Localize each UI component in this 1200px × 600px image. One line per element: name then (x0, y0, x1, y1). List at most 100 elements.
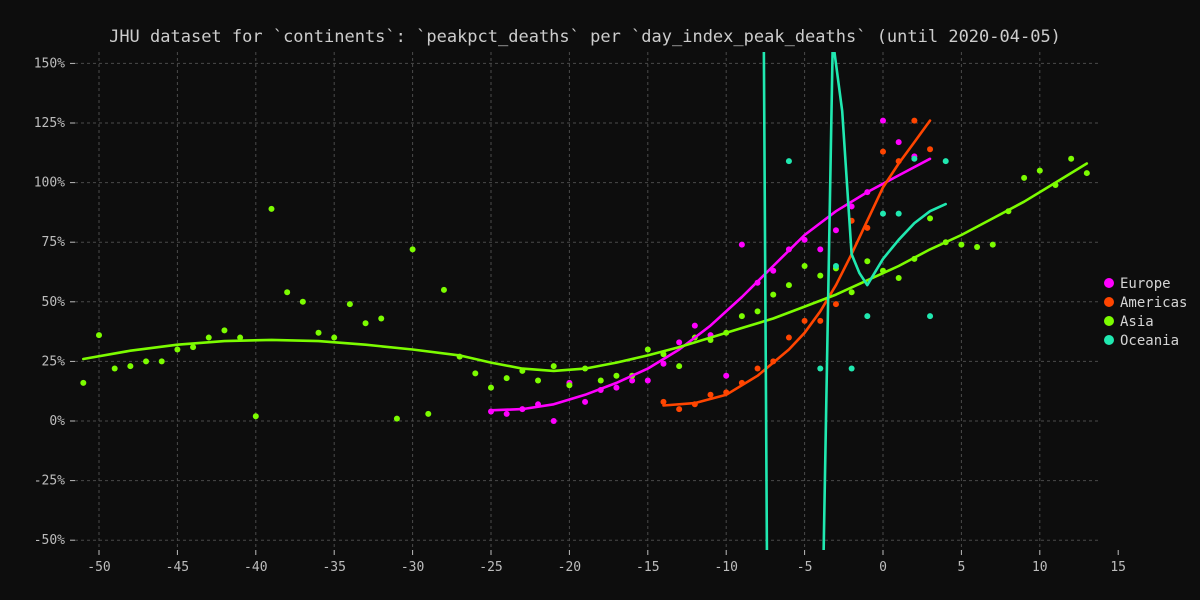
point-americas (785, 334, 792, 341)
point-asia (252, 413, 259, 420)
point-europe (832, 227, 839, 234)
point-europe (848, 203, 855, 210)
point-asia (409, 246, 416, 253)
x-tick-label: 0 (879, 560, 887, 575)
x-tick-label: -45 (166, 560, 189, 575)
point-asia (613, 372, 620, 379)
point-asia (111, 365, 118, 372)
point-asia (143, 358, 150, 365)
point-europe (770, 267, 777, 274)
axes: -50 -45 -40 -35 -30 -25 -20 -15 -10 -5 0 5 10 15150%1… (34, 56, 1126, 575)
grid (75, 52, 1098, 550)
point-asia (1021, 174, 1028, 181)
legend-label-europe: Europe (1120, 276, 1171, 292)
point-asia (346, 301, 353, 308)
point-europe (723, 372, 730, 379)
point-asia (158, 358, 165, 365)
point-asia (284, 289, 291, 296)
point-asia (550, 363, 557, 370)
point-asia (770, 291, 777, 298)
legend: Europe Americas Asia Oceania (1104, 276, 1187, 349)
trend-line-oceania (762, 52, 947, 550)
point-europe (644, 377, 651, 384)
point-asia (676, 363, 683, 370)
point-asia (488, 384, 494, 391)
point-asia (785, 282, 792, 289)
legend-swatch-oceania (1104, 335, 1114, 345)
y-tick-label: 25% (42, 354, 66, 369)
point-asia (989, 241, 996, 248)
point-asia (503, 375, 510, 382)
point-asia (315, 329, 322, 336)
point-europe (801, 236, 808, 243)
point-asia (927, 215, 934, 222)
legend-swatch-americas (1104, 297, 1114, 307)
point-europe (629, 377, 636, 384)
point-asia (425, 410, 432, 417)
legend-label-oceania: Oceania (1120, 333, 1179, 349)
legend-swatch-asia (1104, 316, 1114, 326)
point-europe (660, 360, 667, 367)
x-tick-label: -30 (401, 560, 424, 575)
point-europe (691, 322, 698, 329)
point-asia (440, 286, 447, 293)
point-asia (378, 315, 385, 322)
point-asia (237, 334, 244, 341)
point-asia (754, 308, 761, 315)
point-asia (535, 377, 542, 384)
point-asia (268, 205, 275, 212)
point-asia (190, 344, 197, 351)
point-americas (832, 301, 839, 308)
point-asia (221, 327, 228, 334)
point-asia (958, 241, 965, 248)
x-tick-label: -50 (87, 560, 110, 575)
point-asia (566, 382, 573, 389)
y-tick-label: 50% (42, 295, 66, 310)
point-oceania (927, 313, 934, 320)
trend-line-asia (82, 162, 1089, 373)
x-tick-label: -35 (322, 560, 345, 575)
point-americas (927, 146, 934, 153)
point-asia (597, 377, 604, 384)
point-asia (80, 379, 87, 386)
y-tick-label: 100% (34, 176, 65, 191)
y-tick-label: 150% (34, 56, 65, 71)
point-americas (801, 317, 808, 324)
x-tick-label: -10 (714, 560, 737, 575)
point-asia (817, 272, 824, 279)
point-asia (472, 370, 479, 377)
point-europe (613, 384, 620, 391)
scatter-points (80, 117, 1090, 424)
point-asia (393, 415, 400, 422)
y-tick-label: -50% (34, 533, 65, 548)
point-asia (174, 346, 181, 353)
point-oceania (848, 365, 855, 372)
point-oceania (864, 313, 871, 320)
point-americas (880, 148, 886, 155)
x-tick-label: -20 (558, 560, 581, 575)
y-tick-label: 125% (34, 116, 65, 131)
point-asia (738, 313, 745, 320)
x-tick-label: -5 (797, 560, 813, 575)
point-asia (205, 334, 212, 341)
legend-label-americas: Americas (1120, 295, 1187, 311)
y-tick-label: -25% (34, 474, 65, 489)
y-tick-label: 75% (42, 235, 66, 250)
point-europe (738, 241, 745, 248)
point-asia (864, 258, 871, 265)
point-europe (550, 418, 557, 424)
x-tick-label: -25 (479, 560, 502, 575)
point-europe (817, 246, 824, 253)
point-americas (676, 406, 683, 413)
point-oceania (880, 210, 886, 217)
point-oceania (942, 158, 949, 165)
trend-lines (82, 52, 1089, 550)
point-americas (660, 398, 667, 405)
trend-line-americas (662, 119, 932, 407)
x-tick-label: 10 (1032, 560, 1048, 575)
point-asia (127, 363, 134, 370)
point-oceania (832, 263, 839, 270)
point-asia (96, 332, 102, 339)
point-europe (895, 139, 902, 146)
